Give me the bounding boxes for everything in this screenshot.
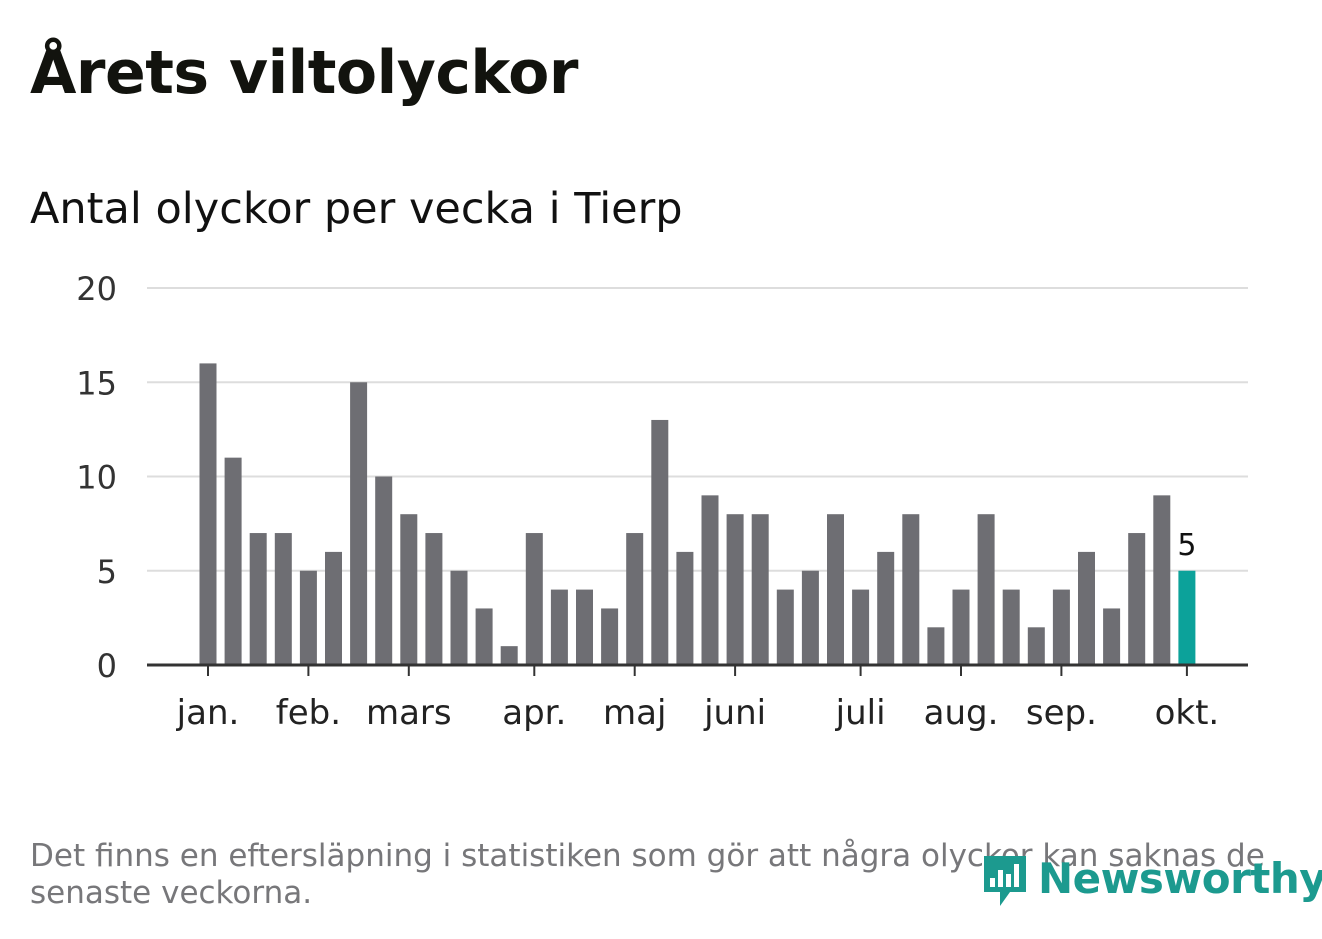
bar <box>550 589 568 665</box>
x-tick-label: mars <box>366 693 452 733</box>
bar <box>199 363 217 665</box>
chart-subtitle: Antal olyckor per vecka i Tierp <box>30 184 683 234</box>
x-tick-label: jan. <box>176 693 240 733</box>
x-tick-label: aug. <box>924 693 999 733</box>
bar-chart: 0 5 10 15 20 jan. feb. mars apr. maj juni juli aug. s… <box>76 270 1248 733</box>
bar <box>952 589 970 665</box>
bar <box>350 382 368 665</box>
x-tick-label: maj <box>603 693 666 733</box>
bar <box>299 570 317 665</box>
x-tick-label: juli <box>835 693 886 733</box>
bar <box>852 589 870 665</box>
newsworthy-logo-text: Newsworthy <box>1038 853 1322 903</box>
bar <box>224 457 242 665</box>
x-tick-label: sep. <box>1026 693 1097 733</box>
bar <box>500 646 518 665</box>
bar <box>751 514 769 665</box>
x-tick-label: feb. <box>276 693 341 733</box>
y-tick-label: 15 <box>76 364 117 402</box>
bar <box>902 514 920 665</box>
bar <box>701 495 719 665</box>
bar <box>375 476 393 665</box>
footnote: Det finns en eftersläpning i statistiken… <box>30 838 1265 911</box>
bar <box>1002 589 1020 665</box>
bar <box>1128 533 1146 665</box>
bar <box>576 589 593 665</box>
bar <box>249 533 267 665</box>
y-tick-label: 0 <box>97 647 117 685</box>
bar <box>1103 608 1121 665</box>
bar <box>977 514 995 665</box>
bar <box>1153 495 1171 665</box>
bar <box>726 514 744 665</box>
bar <box>1027 627 1045 665</box>
highlighted-bar <box>1178 570 1196 665</box>
x-tick-label: apr. <box>502 693 566 733</box>
bar <box>450 570 468 665</box>
x-tick-label: okt. <box>1155 693 1220 733</box>
bar <box>877 551 895 665</box>
bar <box>475 608 493 665</box>
bar <box>274 533 292 665</box>
bar <box>325 551 342 665</box>
bar <box>651 419 669 665</box>
newsworthy-logo-icon <box>984 856 1026 906</box>
chart-title: Årets viltolyckor <box>30 38 579 108</box>
y-tick-label: 10 <box>76 459 117 497</box>
y-tick-label: 5 <box>97 553 117 591</box>
bar <box>425 533 443 665</box>
bar <box>626 533 644 665</box>
y-tick-label: 20 <box>76 270 117 308</box>
bar <box>676 551 694 665</box>
bar <box>776 589 794 665</box>
bar <box>801 570 819 665</box>
bar <box>525 533 543 665</box>
bar <box>827 514 844 665</box>
bar <box>400 514 418 665</box>
data-label: 5 <box>1177 528 1196 563</box>
bar <box>1078 551 1095 665</box>
bar <box>601 608 619 665</box>
bar <box>1052 589 1070 665</box>
bar <box>927 627 945 665</box>
newsworthy-logo: Newsworthy <box>980 848 1322 908</box>
x-tick-label: juni <box>703 693 766 733</box>
